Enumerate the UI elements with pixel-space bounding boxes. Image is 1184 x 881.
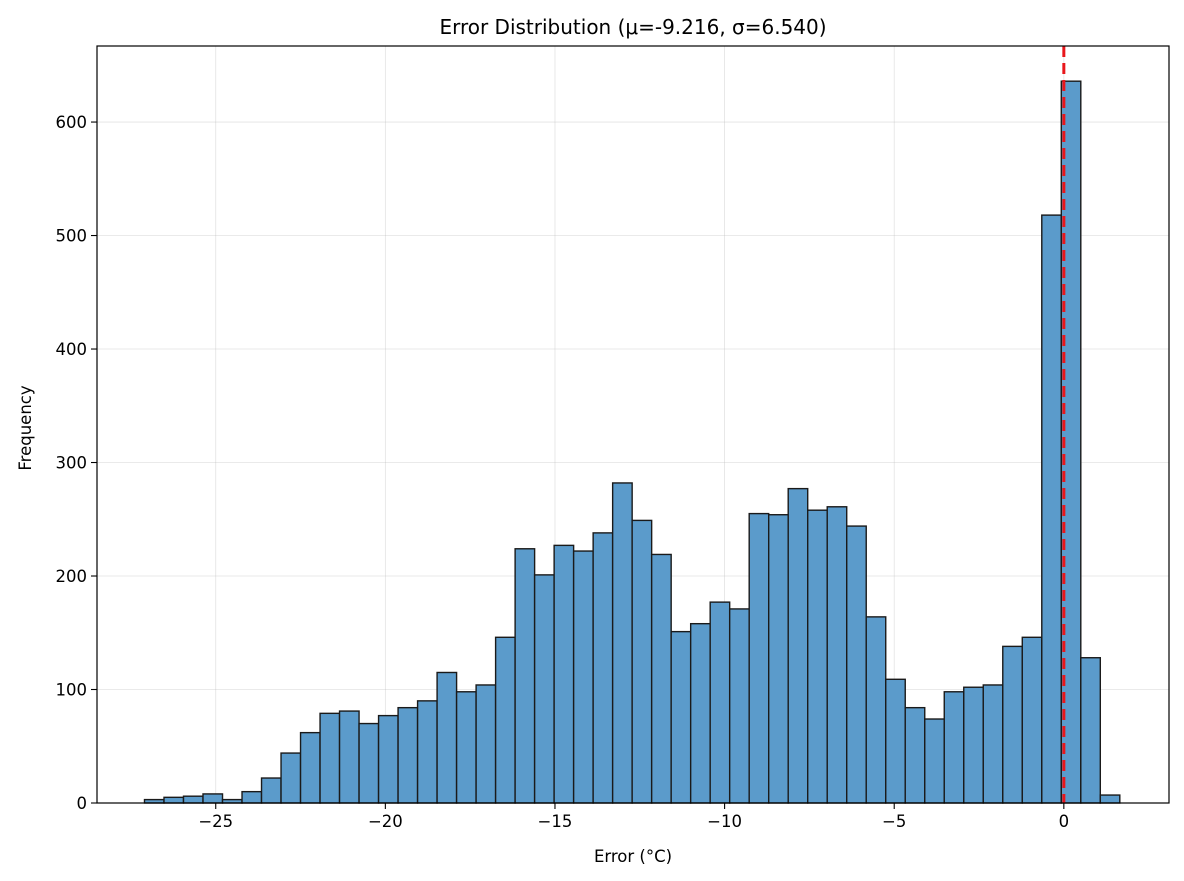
histogram-bar xyxy=(865,616,887,804)
histogram-bar xyxy=(280,752,302,804)
histogram-bar xyxy=(963,686,984,804)
histogram-bar xyxy=(533,574,555,804)
histogram-bar xyxy=(260,777,282,804)
histogram-bar xyxy=(358,722,380,804)
x-tick-label: 0 xyxy=(1059,812,1070,831)
histogram-bar xyxy=(982,684,1004,804)
histogram-bar xyxy=(826,506,848,804)
y-tick-label: 0 xyxy=(77,794,88,813)
histogram-bar xyxy=(572,550,594,804)
histogram-bar xyxy=(319,712,341,804)
y-tick-label: 600 xyxy=(56,113,88,132)
histogram-bar xyxy=(1002,645,1023,804)
y-axis-ticks: 0 100 200 300 400 500 600 xyxy=(56,113,97,813)
y-tick-label: 200 xyxy=(56,567,88,586)
histogram-bar xyxy=(767,514,789,804)
histogram-bar xyxy=(1041,214,1062,804)
histogram-bar xyxy=(241,790,263,804)
histogram-bar xyxy=(611,482,633,804)
histogram-bar xyxy=(943,691,965,804)
y-tick-label: 100 xyxy=(56,681,88,700)
histogram-bar xyxy=(416,700,438,804)
x-tick-label: −15 xyxy=(538,812,573,831)
x-axis-ticks: −25 −20 −15 −10 −5 0 xyxy=(198,803,1069,831)
histogram-bar xyxy=(514,548,536,804)
y-tick-label: 300 xyxy=(56,454,88,473)
histogram-bar xyxy=(670,630,692,804)
histogram-bar xyxy=(787,487,809,804)
histogram-bar xyxy=(728,608,750,804)
x-axis-label: Error (°C) xyxy=(594,847,672,866)
histogram-bar xyxy=(748,512,770,804)
histogram-bar xyxy=(377,714,399,804)
histogram-bar xyxy=(553,544,575,804)
histogram-bar xyxy=(924,718,945,804)
y-axis-label: Frequency xyxy=(16,385,35,470)
y-tick-label: 500 xyxy=(56,227,88,246)
histogram-bar xyxy=(709,601,731,804)
x-tick-label: −5 xyxy=(882,812,906,831)
grid-layer xyxy=(97,46,1169,804)
histogram-bar xyxy=(1021,636,1043,804)
histogram-bar xyxy=(807,509,828,804)
x-tick-label: −25 xyxy=(198,812,233,831)
histogram-bar xyxy=(650,553,672,804)
histogram-bar xyxy=(163,796,185,804)
histogram-bar xyxy=(631,519,653,804)
histogram-bar xyxy=(904,706,926,804)
histogram-bar xyxy=(592,532,614,804)
x-tick-label: −20 xyxy=(368,812,403,831)
plot-frame xyxy=(96,45,1170,804)
chart-title: Error Distribution (μ=-9.216, σ=6.540) xyxy=(439,15,826,39)
histogram-bar xyxy=(1099,794,1121,804)
histogram-bar xyxy=(397,706,419,804)
y-tick-label: 400 xyxy=(56,340,88,359)
histogram-bar xyxy=(202,793,224,804)
histogram-bar xyxy=(494,636,516,804)
histogram-bar xyxy=(1080,657,1102,804)
histogram-bar xyxy=(338,710,360,804)
x-tick-label: −10 xyxy=(707,812,742,831)
bars-layer xyxy=(143,80,1121,804)
histogram-bar xyxy=(689,622,711,804)
histogram-bar xyxy=(885,678,906,804)
histogram-bar xyxy=(182,795,204,804)
histogram-bar xyxy=(475,684,497,804)
histogram-bar xyxy=(846,525,867,804)
histogram-bar xyxy=(299,731,321,804)
histogram-bar xyxy=(455,691,477,804)
histogram-bar xyxy=(436,671,458,804)
